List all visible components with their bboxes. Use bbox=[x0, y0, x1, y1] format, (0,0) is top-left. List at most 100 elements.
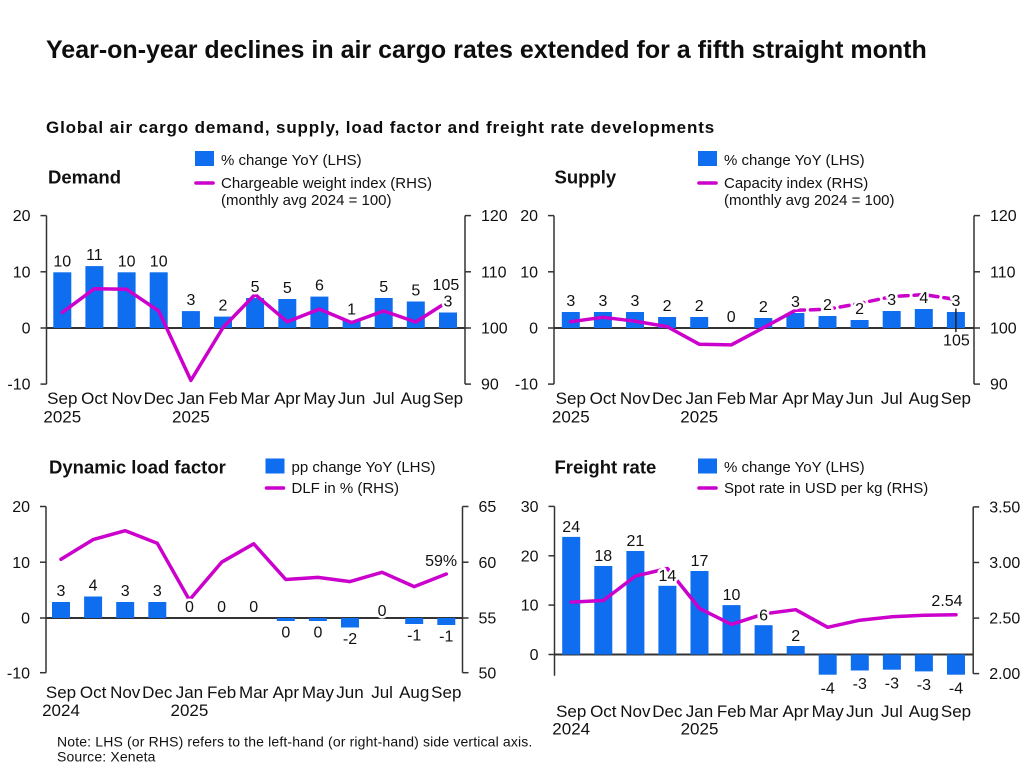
svg-text:2: 2 bbox=[855, 301, 864, 318]
svg-text:Dynamic load factor: Dynamic load factor bbox=[49, 457, 226, 478]
svg-text:-10: -10 bbox=[7, 377, 30, 394]
svg-text:Dec: Dec bbox=[652, 389, 683, 408]
svg-text:5: 5 bbox=[251, 279, 260, 296]
svg-text:Aug: Aug bbox=[401, 389, 431, 408]
svg-text:30: 30 bbox=[521, 499, 539, 516]
svg-text:Chargeable weight index (RHS): Chargeable weight index (RHS) bbox=[221, 175, 432, 192]
svg-text:Nov: Nov bbox=[111, 389, 142, 408]
svg-text:-4: -4 bbox=[821, 680, 835, 697]
svg-text:Sep: Sep bbox=[556, 702, 586, 721]
svg-text:10: 10 bbox=[12, 555, 30, 572]
svg-text:Sep: Sep bbox=[556, 389, 586, 408]
svg-text:May: May bbox=[303, 389, 336, 408]
svg-text:50: 50 bbox=[479, 665, 497, 682]
svg-text:Jun: Jun bbox=[338, 389, 365, 408]
svg-text:Jul: Jul bbox=[373, 389, 395, 408]
svg-text:2.50: 2.50 bbox=[989, 611, 1020, 628]
svg-text:Jan: Jan bbox=[686, 702, 713, 721]
svg-text:59%: 59% bbox=[425, 553, 457, 570]
svg-text:Spot rate in USD per kg (RHS): Spot rate in USD per kg (RHS) bbox=[724, 480, 928, 497]
svg-text:Apr: Apr bbox=[274, 389, 301, 408]
svg-text:Oct: Oct bbox=[81, 389, 108, 408]
svg-text:2: 2 bbox=[823, 297, 832, 314]
svg-text:Oct: Oct bbox=[590, 702, 617, 721]
svg-text:10: 10 bbox=[150, 253, 168, 270]
svg-text:0: 0 bbox=[217, 599, 226, 616]
svg-text:Jun: Jun bbox=[846, 702, 873, 721]
svg-text:Feb: Feb bbox=[717, 702, 746, 721]
svg-text:20: 20 bbox=[13, 208, 31, 225]
svg-text:105: 105 bbox=[433, 277, 460, 294]
svg-text:5: 5 bbox=[379, 279, 388, 296]
svg-text:Feb: Feb bbox=[208, 389, 237, 408]
svg-text:May: May bbox=[302, 683, 335, 702]
svg-text:10: 10 bbox=[13, 264, 31, 281]
svg-text:Mar: Mar bbox=[749, 702, 779, 721]
svg-text:10: 10 bbox=[118, 253, 136, 270]
svg-text:-1: -1 bbox=[407, 628, 421, 645]
svg-text:Feb: Feb bbox=[207, 683, 236, 702]
svg-text:3.00: 3.00 bbox=[989, 555, 1020, 572]
svg-text:Mar: Mar bbox=[239, 683, 269, 702]
svg-text:% change YoY (LHS): % change YoY (LHS) bbox=[724, 152, 865, 169]
svg-text:2025: 2025 bbox=[172, 408, 210, 427]
svg-text:Mar: Mar bbox=[240, 389, 270, 408]
svg-text:1: 1 bbox=[347, 302, 356, 319]
svg-text:90: 90 bbox=[990, 377, 1008, 394]
svg-text:Jul: Jul bbox=[881, 389, 903, 408]
svg-text:0: 0 bbox=[378, 603, 387, 620]
svg-text:Dec: Dec bbox=[652, 702, 683, 721]
svg-text:Nov: Nov bbox=[110, 683, 141, 702]
svg-text:21: 21 bbox=[627, 533, 645, 550]
svg-text:3: 3 bbox=[598, 293, 607, 310]
svg-text:90: 90 bbox=[481, 377, 499, 394]
svg-text:2: 2 bbox=[219, 298, 228, 315]
svg-text:Sep: Sep bbox=[433, 389, 463, 408]
svg-text:3: 3 bbox=[631, 293, 640, 310]
svg-text:Mar: Mar bbox=[749, 389, 779, 408]
svg-text:3: 3 bbox=[887, 292, 896, 309]
svg-text:Feb: Feb bbox=[717, 389, 746, 408]
svg-text:0: 0 bbox=[281, 625, 290, 642]
svg-text:2024: 2024 bbox=[42, 701, 80, 720]
svg-text:17: 17 bbox=[691, 553, 709, 570]
svg-text:Sep: Sep bbox=[941, 702, 971, 721]
svg-text:4: 4 bbox=[89, 578, 98, 595]
svg-text:3: 3 bbox=[57, 583, 66, 600]
svg-text:0: 0 bbox=[185, 599, 194, 616]
svg-text:-10: -10 bbox=[515, 377, 538, 394]
svg-text:2025: 2025 bbox=[680, 408, 718, 427]
svg-text:10: 10 bbox=[53, 253, 71, 270]
svg-text:Sep: Sep bbox=[46, 683, 76, 702]
svg-text:Nov: Nov bbox=[620, 389, 651, 408]
svg-text:(monthly avg 2024 = 100): (monthly avg 2024 = 100) bbox=[724, 192, 895, 209]
svg-text:24: 24 bbox=[562, 519, 580, 536]
svg-text:Year-on-year declines in air c: Year-on-year declines in air cargo rates… bbox=[46, 36, 927, 64]
svg-text:14: 14 bbox=[659, 568, 677, 585]
svg-text:-10: -10 bbox=[7, 665, 30, 682]
svg-text:20: 20 bbox=[521, 548, 539, 565]
svg-text:Jan: Jan bbox=[176, 683, 203, 702]
svg-text:Global air cargo demand, suppl: Global air cargo demand, supply, load fa… bbox=[46, 118, 715, 137]
svg-text:0: 0 bbox=[313, 625, 322, 642]
svg-text:2: 2 bbox=[791, 628, 800, 645]
svg-text:Aug: Aug bbox=[909, 702, 939, 721]
svg-text:Jul: Jul bbox=[881, 702, 903, 721]
svg-text:3: 3 bbox=[791, 294, 800, 311]
svg-text:10: 10 bbox=[723, 587, 741, 604]
svg-text:0: 0 bbox=[529, 321, 538, 338]
svg-text:3: 3 bbox=[186, 292, 195, 309]
svg-text:Sep: Sep bbox=[431, 683, 461, 702]
svg-text:Aug: Aug bbox=[399, 683, 429, 702]
svg-text:May: May bbox=[811, 389, 844, 408]
svg-text:-2: -2 bbox=[343, 631, 357, 648]
svg-text:100: 100 bbox=[481, 321, 508, 338]
svg-text:18: 18 bbox=[594, 548, 612, 565]
svg-text:2025: 2025 bbox=[43, 408, 81, 427]
svg-text:6: 6 bbox=[315, 278, 324, 295]
svg-text:DLF in % (RHS): DLF in % (RHS) bbox=[292, 480, 400, 497]
svg-text:65: 65 bbox=[479, 499, 497, 516]
svg-text:Sep: Sep bbox=[47, 389, 77, 408]
svg-text:Jun: Jun bbox=[336, 683, 363, 702]
svg-text:Jan: Jan bbox=[177, 389, 204, 408]
